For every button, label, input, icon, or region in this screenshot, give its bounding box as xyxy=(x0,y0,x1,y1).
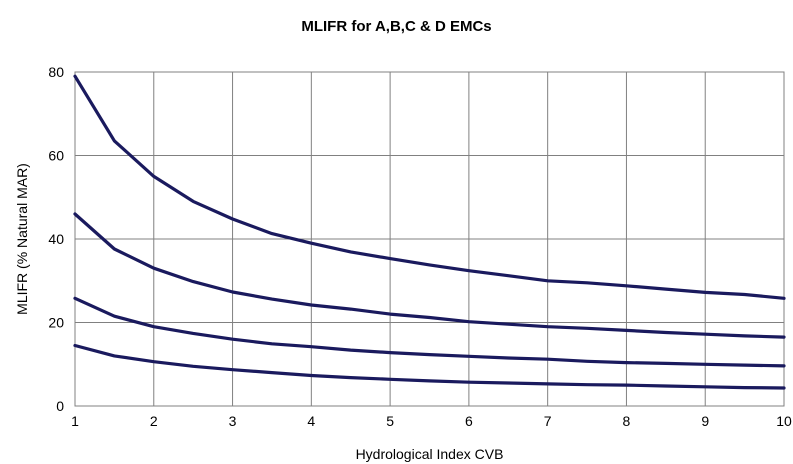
y-tick-label: 40 xyxy=(48,231,64,247)
x-tick-label: 8 xyxy=(623,413,631,429)
x-tick-label: 9 xyxy=(701,413,709,429)
x-tick-label: 10 xyxy=(776,413,792,429)
y-axis-tick-labels: 0 20 40 60 80 xyxy=(48,64,64,414)
series-line-4 xyxy=(75,346,784,389)
y-tick-label: 80 xyxy=(48,64,64,80)
x-tick-label: 6 xyxy=(465,413,473,429)
x-tick-label: 3 xyxy=(229,413,237,429)
y-axis-label: MLIFR (% Natural MAR) xyxy=(14,163,30,315)
x-axis-tick-labels: 1 2 3 4 5 6 7 8 9 10 xyxy=(71,413,792,429)
y-tick-label: 60 xyxy=(48,148,64,164)
x-tick-label: 4 xyxy=(307,413,315,429)
x-tick-label: 1 xyxy=(71,413,79,429)
series-line-2 xyxy=(75,214,784,337)
series-line-1 xyxy=(75,76,784,298)
x-axis-label: Hydrological Index CVB xyxy=(356,446,504,462)
x-tick-label: 7 xyxy=(544,413,552,429)
x-tick-label: 5 xyxy=(386,413,394,429)
series-lines xyxy=(75,76,784,388)
y-tick-label: 0 xyxy=(56,398,64,414)
y-tick-label: 20 xyxy=(48,315,64,331)
x-tick-label: 2 xyxy=(150,413,158,429)
